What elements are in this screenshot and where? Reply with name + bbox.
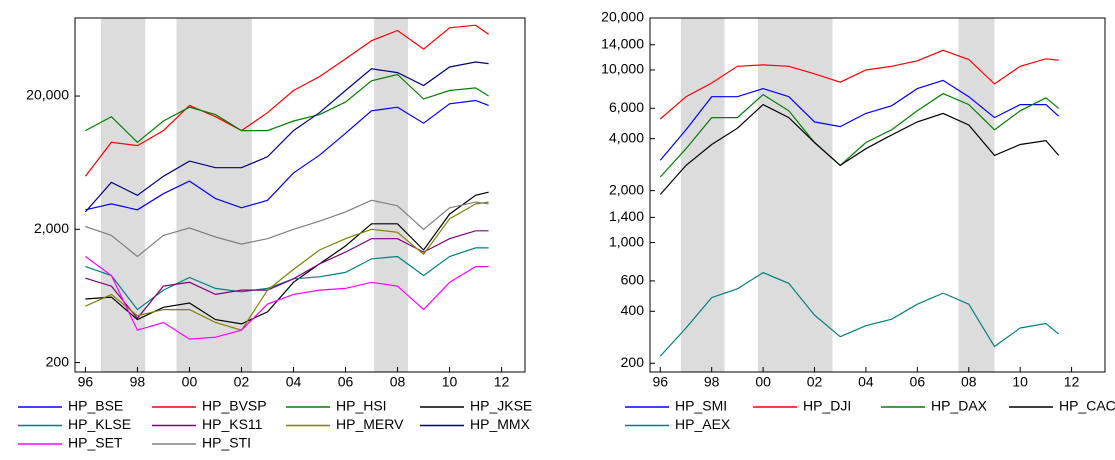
x-tick-label: 96 — [652, 374, 668, 390]
x-tick-label: 08 — [390, 374, 406, 390]
x-tick-label: 98 — [130, 374, 146, 390]
series-line — [85, 199, 489, 258]
y-tick-label: 400 — [621, 302, 645, 318]
y-tick-label: 200 — [621, 354, 645, 370]
shaded-band — [176, 18, 252, 372]
x-tick-label: 10 — [442, 374, 458, 390]
x-tick-label: 96 — [78, 374, 94, 390]
legend-label: HP_BVSP — [202, 398, 267, 414]
legend-label: HP_SET — [68, 435, 123, 451]
y-tick-label: 1,400 — [609, 208, 644, 224]
series-line — [84, 61, 489, 213]
plot-frame — [649, 17, 1106, 373]
legend-label: HP_MMX — [470, 416, 531, 432]
series-line — [84, 24, 489, 177]
x-tick-label: 10 — [1012, 374, 1028, 390]
y-tick-label: 2,000 — [34, 220, 69, 236]
legend-label: HP_BSE — [68, 398, 123, 414]
series-line — [659, 92, 1060, 178]
legend-label: HP_KLSE — [68, 416, 131, 432]
x-tick-label: 06 — [910, 374, 926, 390]
y-tick-label: 1,000 — [609, 233, 644, 249]
x-tick-label: 04 — [286, 374, 302, 390]
legend-label: HP_DAX — [931, 398, 988, 414]
shaded-band — [680, 18, 725, 372]
shaded-band — [374, 18, 408, 372]
series-line — [85, 201, 489, 331]
series-line — [85, 73, 489, 144]
y-tick-label: 20,000 — [601, 9, 644, 25]
x-tick-label: 06 — [338, 374, 354, 390]
shaded-band — [757, 18, 833, 372]
series-line — [659, 271, 1060, 357]
series-line — [85, 256, 489, 340]
series-line — [85, 230, 489, 320]
series-line — [659, 49, 1059, 120]
plot-frame — [74, 17, 526, 373]
legend-label: HP_JKSE — [470, 398, 532, 414]
legend-label: HP_CAC — [1059, 398, 1115, 414]
legend-label: HP_DJI — [803, 398, 851, 414]
legend-label: HP_HSI — [336, 398, 387, 414]
y-tick-label: 6,000 — [609, 99, 644, 115]
y-tick-label: 10,000 — [601, 61, 644, 77]
series-line — [85, 99, 489, 211]
legend-label: HP_SMI — [675, 398, 727, 414]
x-tick-label: 02 — [807, 374, 823, 390]
series-line — [659, 79, 1060, 161]
x-tick-label: 00 — [182, 374, 198, 390]
legend-label: HP_KS11 — [202, 416, 263, 432]
shaded-band — [958, 18, 995, 372]
y-tick-label: 2,000 — [609, 181, 644, 197]
x-tick-label: 02 — [234, 374, 250, 390]
y-tick-label: 20,000 — [26, 87, 69, 103]
x-tick-label: 00 — [755, 374, 771, 390]
x-tick-label: 04 — [858, 374, 874, 390]
legend-label: HP_STI — [202, 435, 251, 451]
x-tick-label: 08 — [961, 374, 977, 390]
y-tick-label: 600 — [621, 272, 645, 288]
y-tick-label: 4,000 — [609, 129, 644, 145]
legend-label: HP_MERV — [336, 416, 404, 432]
y-tick-label: 14,000 — [601, 35, 644, 51]
series-line — [659, 103, 1060, 195]
y-tick-label: 200 — [46, 353, 70, 369]
legend-label: HP_AEX — [675, 416, 731, 432]
x-tick-label: 12 — [494, 374, 510, 390]
series-line — [85, 247, 489, 311]
x-tick-label: 12 — [1064, 374, 1080, 390]
x-tick-label: 98 — [704, 374, 720, 390]
